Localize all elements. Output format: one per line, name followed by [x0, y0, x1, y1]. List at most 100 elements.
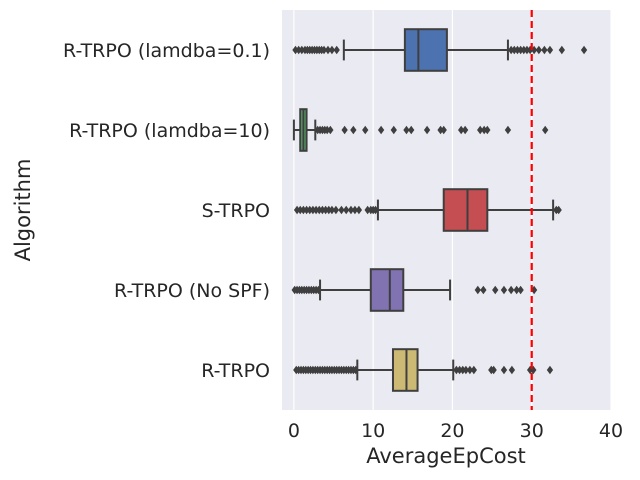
- outlier-point: [474, 285, 481, 295]
- outlier-point: [333, 45, 340, 55]
- outlier-point: [477, 125, 484, 135]
- outlier-point: [520, 45, 527, 55]
- outlier-point: [322, 205, 329, 215]
- box-group: [293, 188, 562, 232]
- outlier-point: [327, 125, 334, 135]
- outlier-point: [350, 125, 357, 135]
- outlier-point: [403, 125, 410, 135]
- outlier-point: [338, 205, 345, 215]
- y-tick-label: R-TRPO (lamdba=0.1): [63, 40, 270, 62]
- outlier-point: [306, 205, 313, 215]
- outlier-point: [303, 205, 310, 215]
- outlier-point: [490, 365, 497, 375]
- outlier-point: [328, 205, 336, 215]
- box-group: [292, 108, 549, 152]
- y-tick-label: R-TRPO (No SPF): [114, 280, 270, 302]
- outlier-point: [507, 45, 515, 55]
- outlier-point: [309, 205, 317, 215]
- outlier-point: [507, 285, 515, 295]
- iqr-box: [369, 268, 405, 312]
- outlier-point: [508, 365, 516, 375]
- outlier-point: [462, 365, 470, 375]
- outlier-point: [343, 205, 350, 215]
- outlier-point: [319, 205, 326, 215]
- outlier-point: [390, 125, 397, 135]
- outlier-point: [292, 45, 299, 55]
- y-tick-label: R-TRPO (lamdba=10): [69, 120, 270, 142]
- x-tick-label: 10: [361, 420, 385, 442]
- y-axis-title: Algorithm: [11, 159, 35, 262]
- outlier-point: [500, 365, 508, 375]
- outlier-point: [466, 365, 474, 375]
- outlier-point: [324, 45, 332, 55]
- outlier-point: [341, 125, 348, 135]
- boxes-layer: [291, 28, 588, 392]
- x-tick-label: 30: [520, 420, 544, 442]
- y-tick-labels: R-TRPO (lamdba=0.1) R-TRPO (lamdba=10) S-T…: [63, 40, 270, 382]
- outlier-point: [328, 45, 336, 55]
- outlier-point: [372, 205, 379, 215]
- outlier-point: [541, 45, 548, 55]
- outlier-point: [300, 205, 307, 215]
- outlier-point: [535, 45, 543, 55]
- outlier-point: [542, 125, 549, 135]
- outlier-point: [580, 45, 588, 55]
- outlier-point: [320, 45, 328, 55]
- outlier-point: [347, 205, 355, 215]
- outlier-point: [546, 45, 554, 55]
- outlier-point: [517, 45, 524, 55]
- outlier-point: [297, 205, 304, 215]
- outlier-point: [484, 125, 491, 135]
- outlier-point: [458, 125, 465, 135]
- outlier-point: [325, 205, 332, 215]
- outlier-point: [523, 45, 531, 55]
- outlier-point: [459, 365, 466, 375]
- x-tick-labels: 0 10 20 30 40: [288, 420, 623, 442]
- outlier-point: [355, 205, 363, 215]
- outlier-point: [555, 205, 562, 215]
- box-group: [291, 268, 538, 312]
- outlier-point: [504, 125, 512, 135]
- outlier-point: [456, 365, 463, 375]
- outlier-point: [481, 125, 488, 135]
- x-tick-label: 0: [288, 420, 300, 442]
- y-tick-label: S-TRPO: [202, 200, 270, 222]
- outlier-point: [295, 45, 302, 55]
- outlier-point: [315, 285, 322, 295]
- box-group: [292, 28, 588, 72]
- outlier-point: [514, 45, 521, 55]
- y-tick-label: R-TRPO: [201, 360, 270, 382]
- outlier-point: [492, 285, 499, 295]
- iqr-box: [391, 348, 419, 392]
- outlier-point: [298, 45, 305, 55]
- outlier-point: [324, 125, 331, 135]
- outlier-point: [377, 125, 385, 135]
- outlier-point: [408, 125, 415, 135]
- outlier-point: [500, 285, 508, 295]
- outlier-point: [351, 205, 359, 215]
- outlier-point: [364, 205, 371, 215]
- outlier-point: [362, 125, 369, 135]
- outlier-point: [517, 285, 524, 295]
- outlier-point: [511, 45, 518, 55]
- outlier-point: [352, 365, 359, 375]
- box-group: [293, 348, 554, 392]
- iqr-box: [403, 28, 448, 72]
- x-tick-label: 40: [599, 420, 623, 442]
- outlier-point: [440, 125, 447, 135]
- outlier-point: [470, 365, 478, 375]
- outlier-point: [312, 205, 320, 215]
- outlier-point: [558, 45, 565, 55]
- x-tick-label: 20: [440, 420, 464, 442]
- outlier-point: [461, 125, 469, 135]
- outlier-point: [423, 125, 431, 135]
- outlier-point: [546, 365, 554, 375]
- outlier-point: [332, 205, 340, 215]
- outlier-point: [513, 285, 520, 295]
- outlier-point: [437, 125, 444, 135]
- x-axis-title: AverageEpCost: [366, 444, 526, 468]
- outlier-point: [293, 205, 301, 215]
- outlier-point: [316, 205, 323, 215]
- outlier-point: [480, 285, 487, 295]
